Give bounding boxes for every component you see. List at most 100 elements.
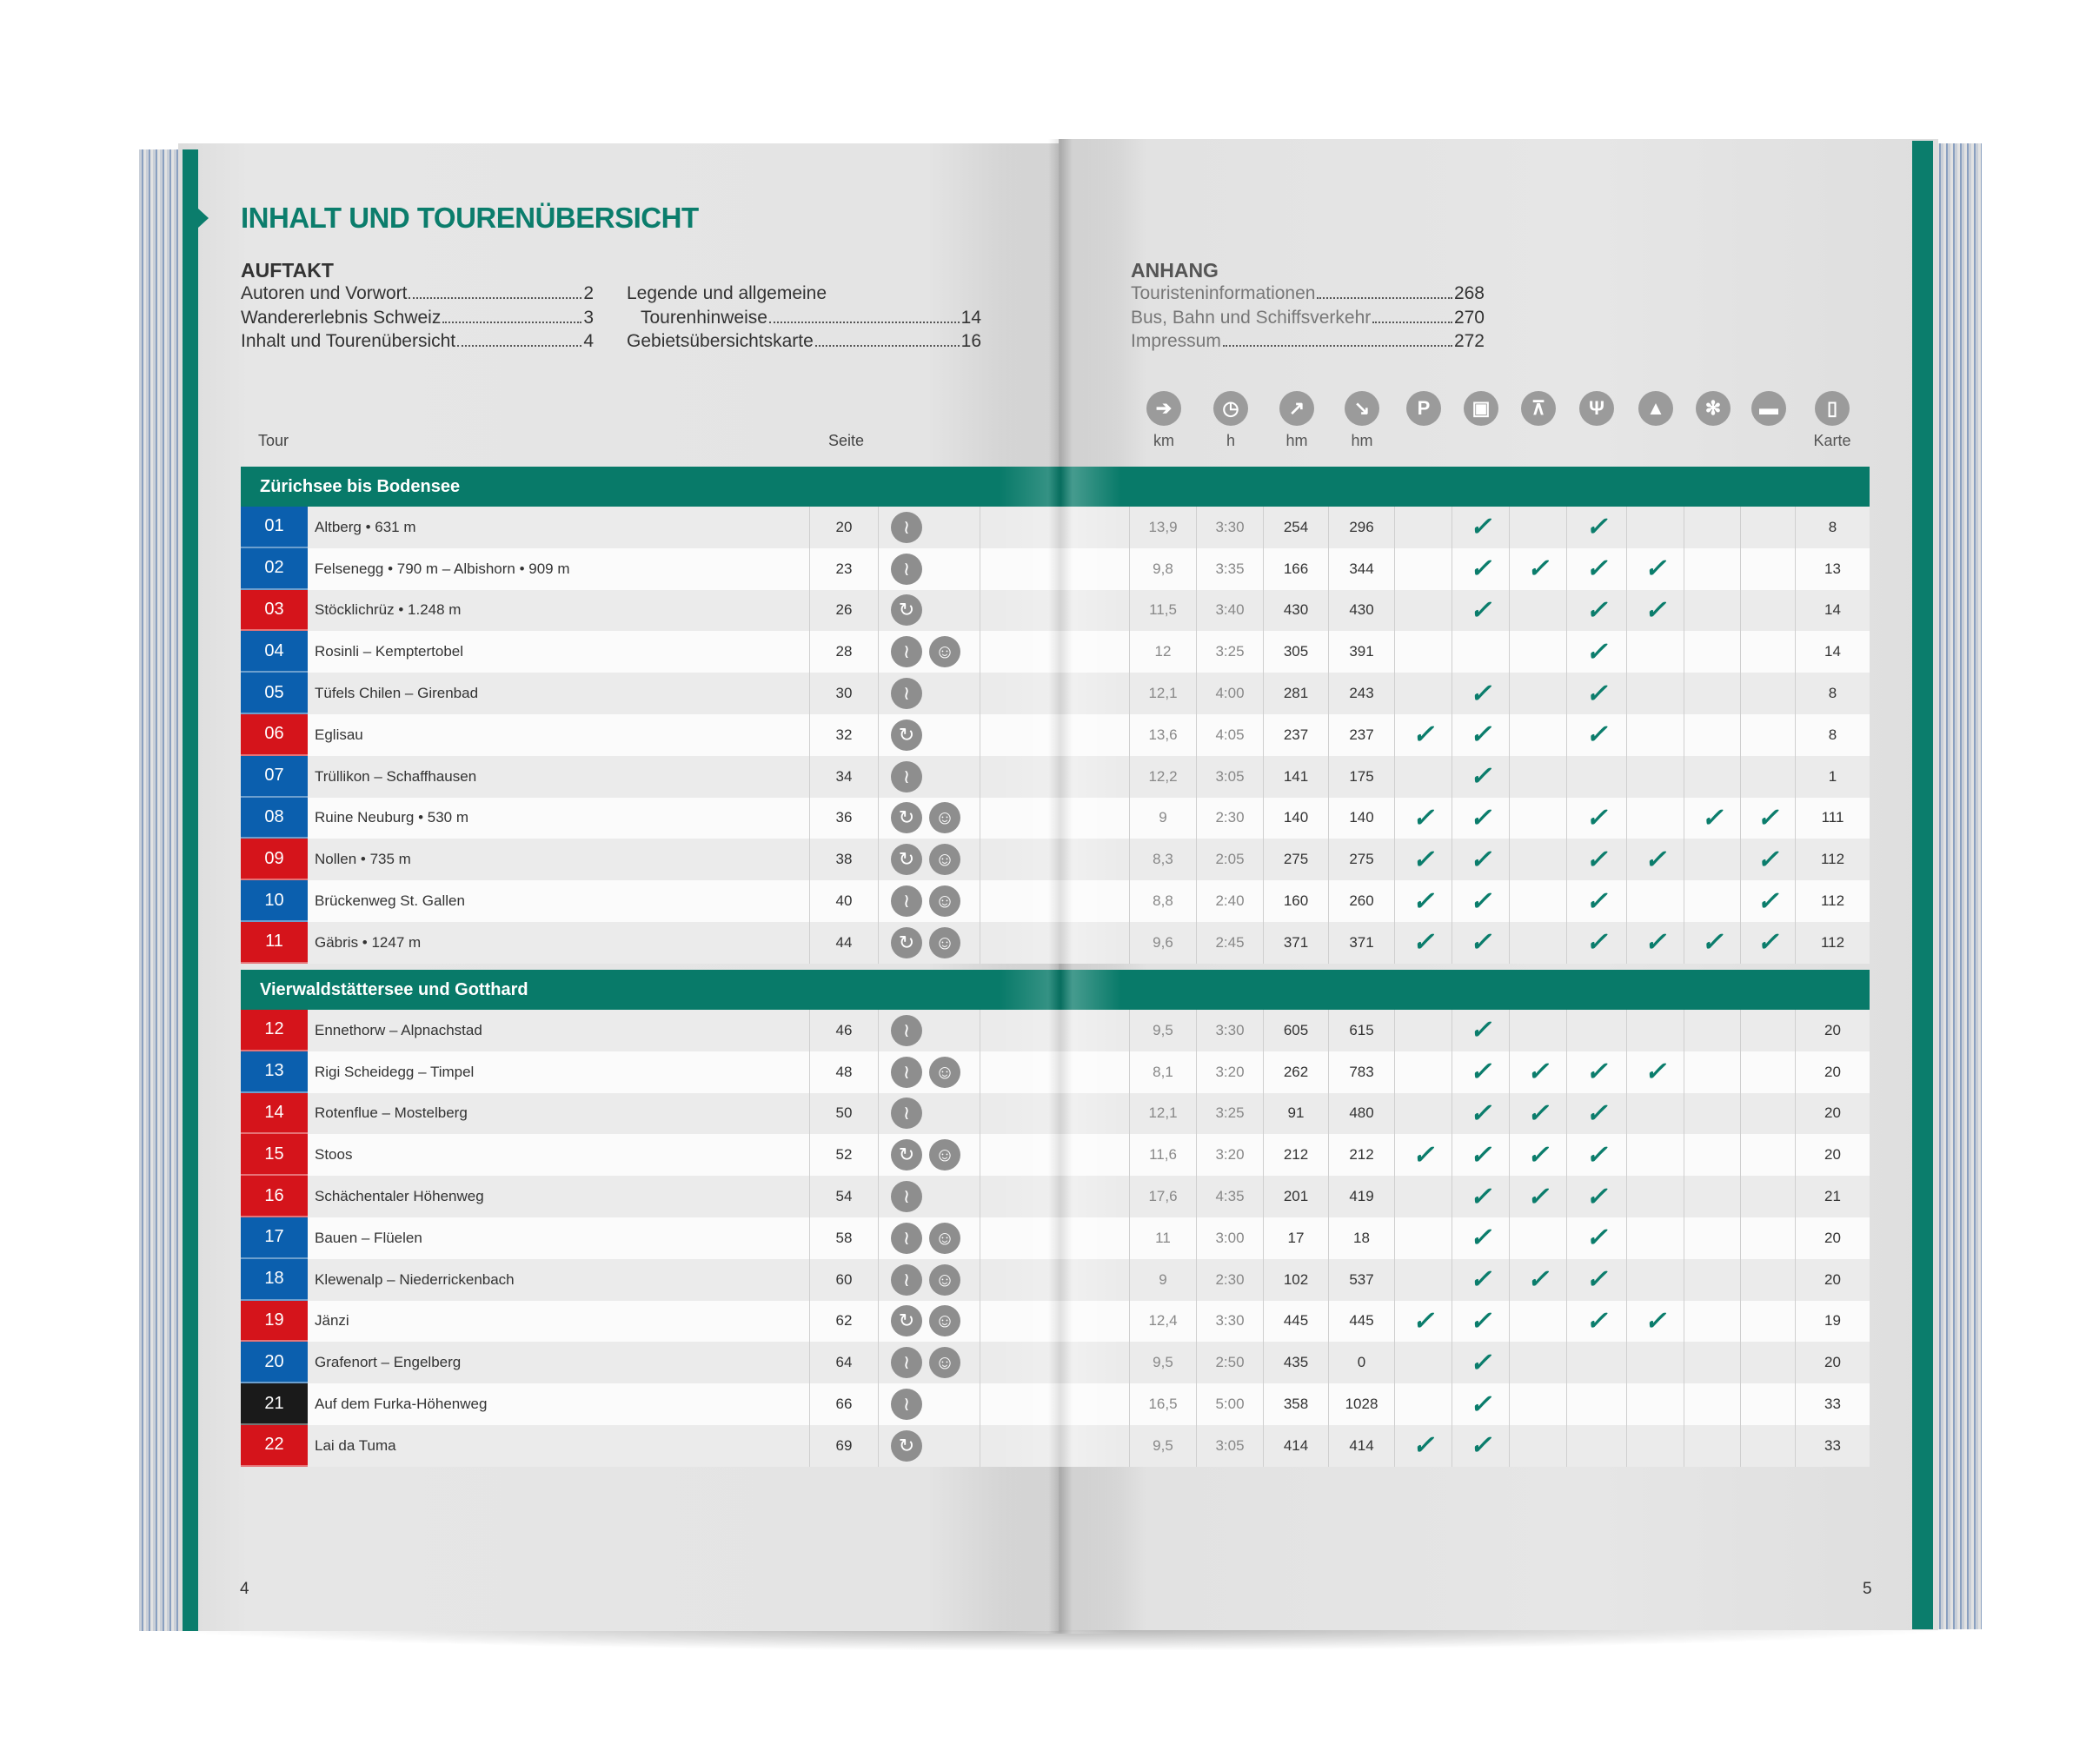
check-cell-bus: ✓ (1452, 755, 1510, 798)
tour-page: 20 (810, 507, 879, 548)
toc-entry[interactable]: Gebietsübersichtskarte 16 (627, 331, 981, 355)
map-icon: ▯ (1815, 391, 1850, 426)
table-row[interactable]: 10 Brückenweg St. Gallen 40 ≀ ☺ 8,8 2:40 160 260… (241, 880, 1870, 922)
tour-name[interactable]: Bauen – Flüelen (308, 1217, 810, 1259)
tour-name[interactable]: Eglisau (308, 713, 810, 756)
spine-gap (980, 1176, 1130, 1217)
tour-descent-hm: 0 (1329, 1342, 1395, 1384)
tour-duration-h: 2:05 (1197, 839, 1264, 881)
spine-gap (980, 713, 1130, 756)
toc-entry[interactable]: Autoren und Vorwort 2 (241, 283, 594, 308)
check-cell-parking (1395, 1342, 1452, 1384)
table-row[interactable]: 08 Ruine Neuburg • 530 m 36 ↻ ☺ 9 2:30 140 140 ✓ ✓… (241, 797, 1870, 839)
loop-route-icon: ↻ (891, 844, 922, 876)
tour-name[interactable]: Schächentaler Höhenweg (308, 1176, 810, 1217)
tour-name[interactable]: Grafenort – Engelberg (308, 1342, 810, 1384)
tour-type-icons: ≀ (879, 673, 980, 714)
table-row[interactable]: 12 Ennethorw – Alpnachstad 46 ≀ 9,5 3:30 605 61… (241, 1010, 1870, 1051)
table-row[interactable]: 13 Rigi Scheidegg – Timpel 48 ≀ ☺ 8,1 3:20 262 7… (241, 1051, 1870, 1093)
check-cell-winter: ✓ (1684, 797, 1741, 839)
tour-name[interactable]: Tüfels Chilen – Girenbad (308, 673, 810, 714)
check-cell-cable-car (1510, 1424, 1567, 1467)
tour-duration-h: 3:20 (1197, 1134, 1264, 1177)
tour-ascent-hm: 140 (1264, 797, 1329, 839)
table-row[interactable]: 11 Gäbris • 1247 m 44 ↻ ☺ 9,6 2:45 371 371 ✓ ✓ ✓ ✓ ✓ ✓… (241, 921, 1870, 964)
tour-name[interactable]: Felsenegg • 790 m – Albishorn • 909 m (308, 547, 810, 590)
tour-name[interactable]: Ruine Neuburg • 530 m (308, 797, 810, 839)
table-row[interactable]: 17 Bauen – Flüelen 58 ≀ ☺ 11 3:00 17 18 ✓ ✓ 20 (241, 1217, 1870, 1259)
check-cell-overnight (1741, 1176, 1796, 1217)
tour-number-badge: 19 (241, 1300, 308, 1343)
checkmark-icon: ✓ (1469, 803, 1492, 832)
tour-map-number: 112 (1820, 851, 1845, 868)
tour-distance-km: 12,4 (1130, 1300, 1197, 1343)
tour-name[interactable]: Rigi Scheidegg – Timpel (308, 1051, 810, 1093)
kids-bear-icon: ☺ (929, 1263, 960, 1296)
toc-entry[interactable]: Bus, Bahn und Schiffsverkehr 270 (1131, 308, 1485, 332)
toc-entry[interactable]: Tourenhinweise 14 (627, 308, 981, 332)
checkmark-icon: ✓ (1585, 928, 1608, 958)
tour-name[interactable]: Trüllikon – Schaffhausen (308, 755, 810, 798)
spine-gap (980, 631, 1130, 673)
table-row[interactable]: 05 Tüfels Chilen – Girenbad 30 ≀ 12,1 4:00 281… (241, 673, 1870, 714)
table-row[interactable]: 19 Jänzi 62 ↻ ☺ 12,4 3:30 445 445 ✓ ✓ ✓ ✓ 19 (241, 1300, 1870, 1343)
tour-descent-hm: 260 (1329, 880, 1395, 922)
check-cell-cable-car (1510, 673, 1567, 714)
table-row[interactable]: 14 Rotenflue – Mostelberg 50 ≀ 12,1 3:25 91 480… (241, 1092, 1870, 1135)
table-row[interactable]: 04 Rosinli – Kemptertobel 28 ≀ ☺ 12 3:25 305 391… (241, 631, 1870, 673)
check-cell-hut: ✓ (1627, 921, 1684, 964)
tour-name[interactable]: Stoos (308, 1134, 810, 1177)
checkmark-icon: ✓ (1644, 595, 1667, 625)
tour-name[interactable]: Rosinli – Kemptertobel (308, 631, 810, 673)
tour-page: 69 (810, 1424, 879, 1467)
tour-name[interactable]: Altberg • 631 m (308, 507, 810, 548)
table-row[interactable]: 20 Grafenort – Engelberg 64 ≀ ☺ 9,5 2:50 435 0 ✓ 2… (241, 1342, 1870, 1384)
check-cell-winter (1684, 755, 1741, 798)
table-row[interactable]: 03 Stöcklichrüz • 1.248 m 26 ↻ 11,5 3:40 430 43… (241, 589, 1870, 632)
parking-icon: P (1406, 391, 1441, 426)
checkmark-icon: ✓ (1757, 886, 1779, 916)
tour-name[interactable]: Jänzi (308, 1300, 810, 1343)
toc-entry[interactable]: Wandererlebnis Schweiz 3 (241, 308, 594, 332)
tour-distance-km: 8,1 (1130, 1051, 1197, 1093)
toc-entry[interactable]: Legende und allgemeine (627, 283, 981, 308)
tour-name[interactable]: Auf dem Furka-Höhenweg (308, 1383, 810, 1425)
table-row[interactable]: 01 Altberg • 631 m 20 ≀ 13,9 3:30 254 296 ✓ ✓ 8 (241, 507, 1870, 548)
table-row[interactable]: 06 Eglisau 32 ↻ 13,6 4:05 237 237 ✓ ✓ ✓ 8 (241, 713, 1870, 756)
check-cell-restaurant: ✓ (1567, 797, 1627, 839)
toc-entry[interactable]: Inhalt und Tourenübersicht 4 (241, 331, 594, 355)
table-row[interactable]: 21 Auf dem Furka-Höhenweg 66 ≀ 16,5 5:00 358 10… (241, 1383, 1870, 1425)
table-row[interactable]: 07 Trüllikon – Schaffhausen 34 ≀ 12,2 3:05 141… (241, 755, 1870, 798)
linear-route-icon: ≀ (891, 1098, 922, 1130)
check-cell-hut (1627, 673, 1684, 714)
tour-name[interactable]: Rotenflue – Mostelberg (308, 1092, 810, 1135)
cable-car-icon: ⊼ (1521, 391, 1556, 426)
tour-number-badge: 04 (241, 631, 308, 673)
tour-name[interactable]: Brückenweg St. Gallen (308, 880, 810, 922)
tour-ascent-hm: 281 (1264, 673, 1329, 714)
tour-name[interactable]: Lai da Tuma (308, 1424, 810, 1467)
toc-entry[interactable]: Touristeninformationen 268 (1131, 283, 1485, 308)
tour-name[interactable]: Gäbris • 1247 m (308, 921, 810, 964)
tour-page: 64 (810, 1342, 879, 1384)
tour-name[interactable]: Stöcklichrüz • 1.248 m (308, 589, 810, 632)
check-cell-cable-car (1510, 1342, 1567, 1384)
check-cell-restaurant: ✓ (1567, 1258, 1627, 1301)
tour-descent-hm: 237 (1329, 713, 1395, 756)
table-row[interactable]: 09 Nollen • 735 m 38 ↻ ☺ 8,3 2:05 275 275 ✓ ✓ ✓ ✓ ✓ 11… (241, 839, 1870, 881)
table-row[interactable]: 18 Klewenalp – Niederrickenbach 60 ≀ ☺ 9 2:30 1… (241, 1258, 1870, 1301)
check-cell-parking: ✓ (1395, 713, 1452, 756)
toc-entry[interactable]: Impressum 272 (1131, 331, 1485, 355)
table-row[interactable]: 15 Stoos 52 ↻ ☺ 11,6 3:20 212 212 ✓ ✓ ✓ ✓ 20 (241, 1134, 1870, 1177)
tour-type-icons: ≀ ☺ (879, 1258, 980, 1301)
tour-name[interactable]: Ennethorw – Alpnachstad (308, 1010, 810, 1051)
tour-distance-km: 9,8 (1130, 547, 1197, 590)
check-cell-winter (1684, 839, 1741, 881)
checkmark-icon: ✓ (1412, 1306, 1435, 1336)
kids-bear-icon: ☺ (929, 1347, 960, 1379)
table-row[interactable]: 22 Lai da Tuma 69 ↻ 9,5 3:05 414 414 ✓ ✓ 33 (241, 1424, 1870, 1467)
tour-name[interactable]: Nollen • 735 m (308, 839, 810, 881)
table-row[interactable]: 16 Schächentaler Höhenweg 54 ≀ 17,6 4:35 201 41… (241, 1176, 1870, 1217)
tour-name[interactable]: Klewenalp – Niederrickenbach (308, 1258, 810, 1301)
